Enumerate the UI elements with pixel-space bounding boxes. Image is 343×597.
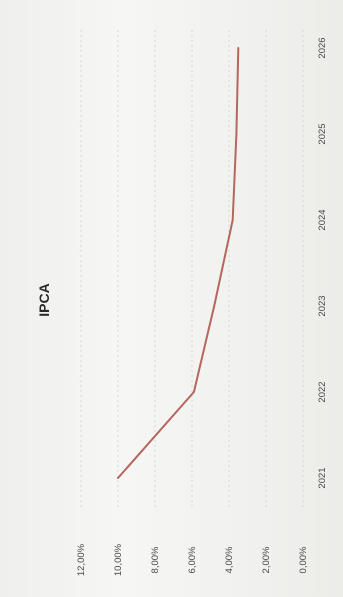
data-point xyxy=(213,305,215,307)
y-tick-label: 8,00% xyxy=(150,546,161,573)
chart-title: IPCA xyxy=(36,283,52,316)
data-point xyxy=(231,219,234,221)
y-tick-label: 2,00% xyxy=(261,546,272,573)
x-tick-labels: 2021 2022 2023 2024 2025 2026 xyxy=(317,37,328,488)
x-tick-label: 2025 xyxy=(317,123,328,144)
series-layer xyxy=(117,47,240,479)
data-point xyxy=(117,477,119,479)
series-line xyxy=(117,47,240,479)
x-tick-label: 2024 xyxy=(317,209,328,230)
data-point xyxy=(235,133,238,135)
grid-layer xyxy=(80,30,304,510)
x-tick-label: 2022 xyxy=(317,381,328,402)
x-tick-label: 2021 xyxy=(317,467,328,488)
data-point xyxy=(237,47,240,49)
x-tick-label: 2023 xyxy=(317,295,328,316)
y-tick-label: 4,00% xyxy=(224,546,235,573)
y-tick-label: 6,00% xyxy=(187,546,198,573)
y-tick-label: 0,00% xyxy=(298,546,309,573)
y-tick-label: 12,00% xyxy=(76,543,87,576)
y-tick-label: 10,00% xyxy=(113,543,124,576)
data-point xyxy=(193,391,195,393)
y-tick-labels: 0,00% 2,00% 4,00% 6,00% 8,00% 10,00% 12,00% xyxy=(76,543,309,576)
x-tick-label: 2026 xyxy=(317,37,328,58)
